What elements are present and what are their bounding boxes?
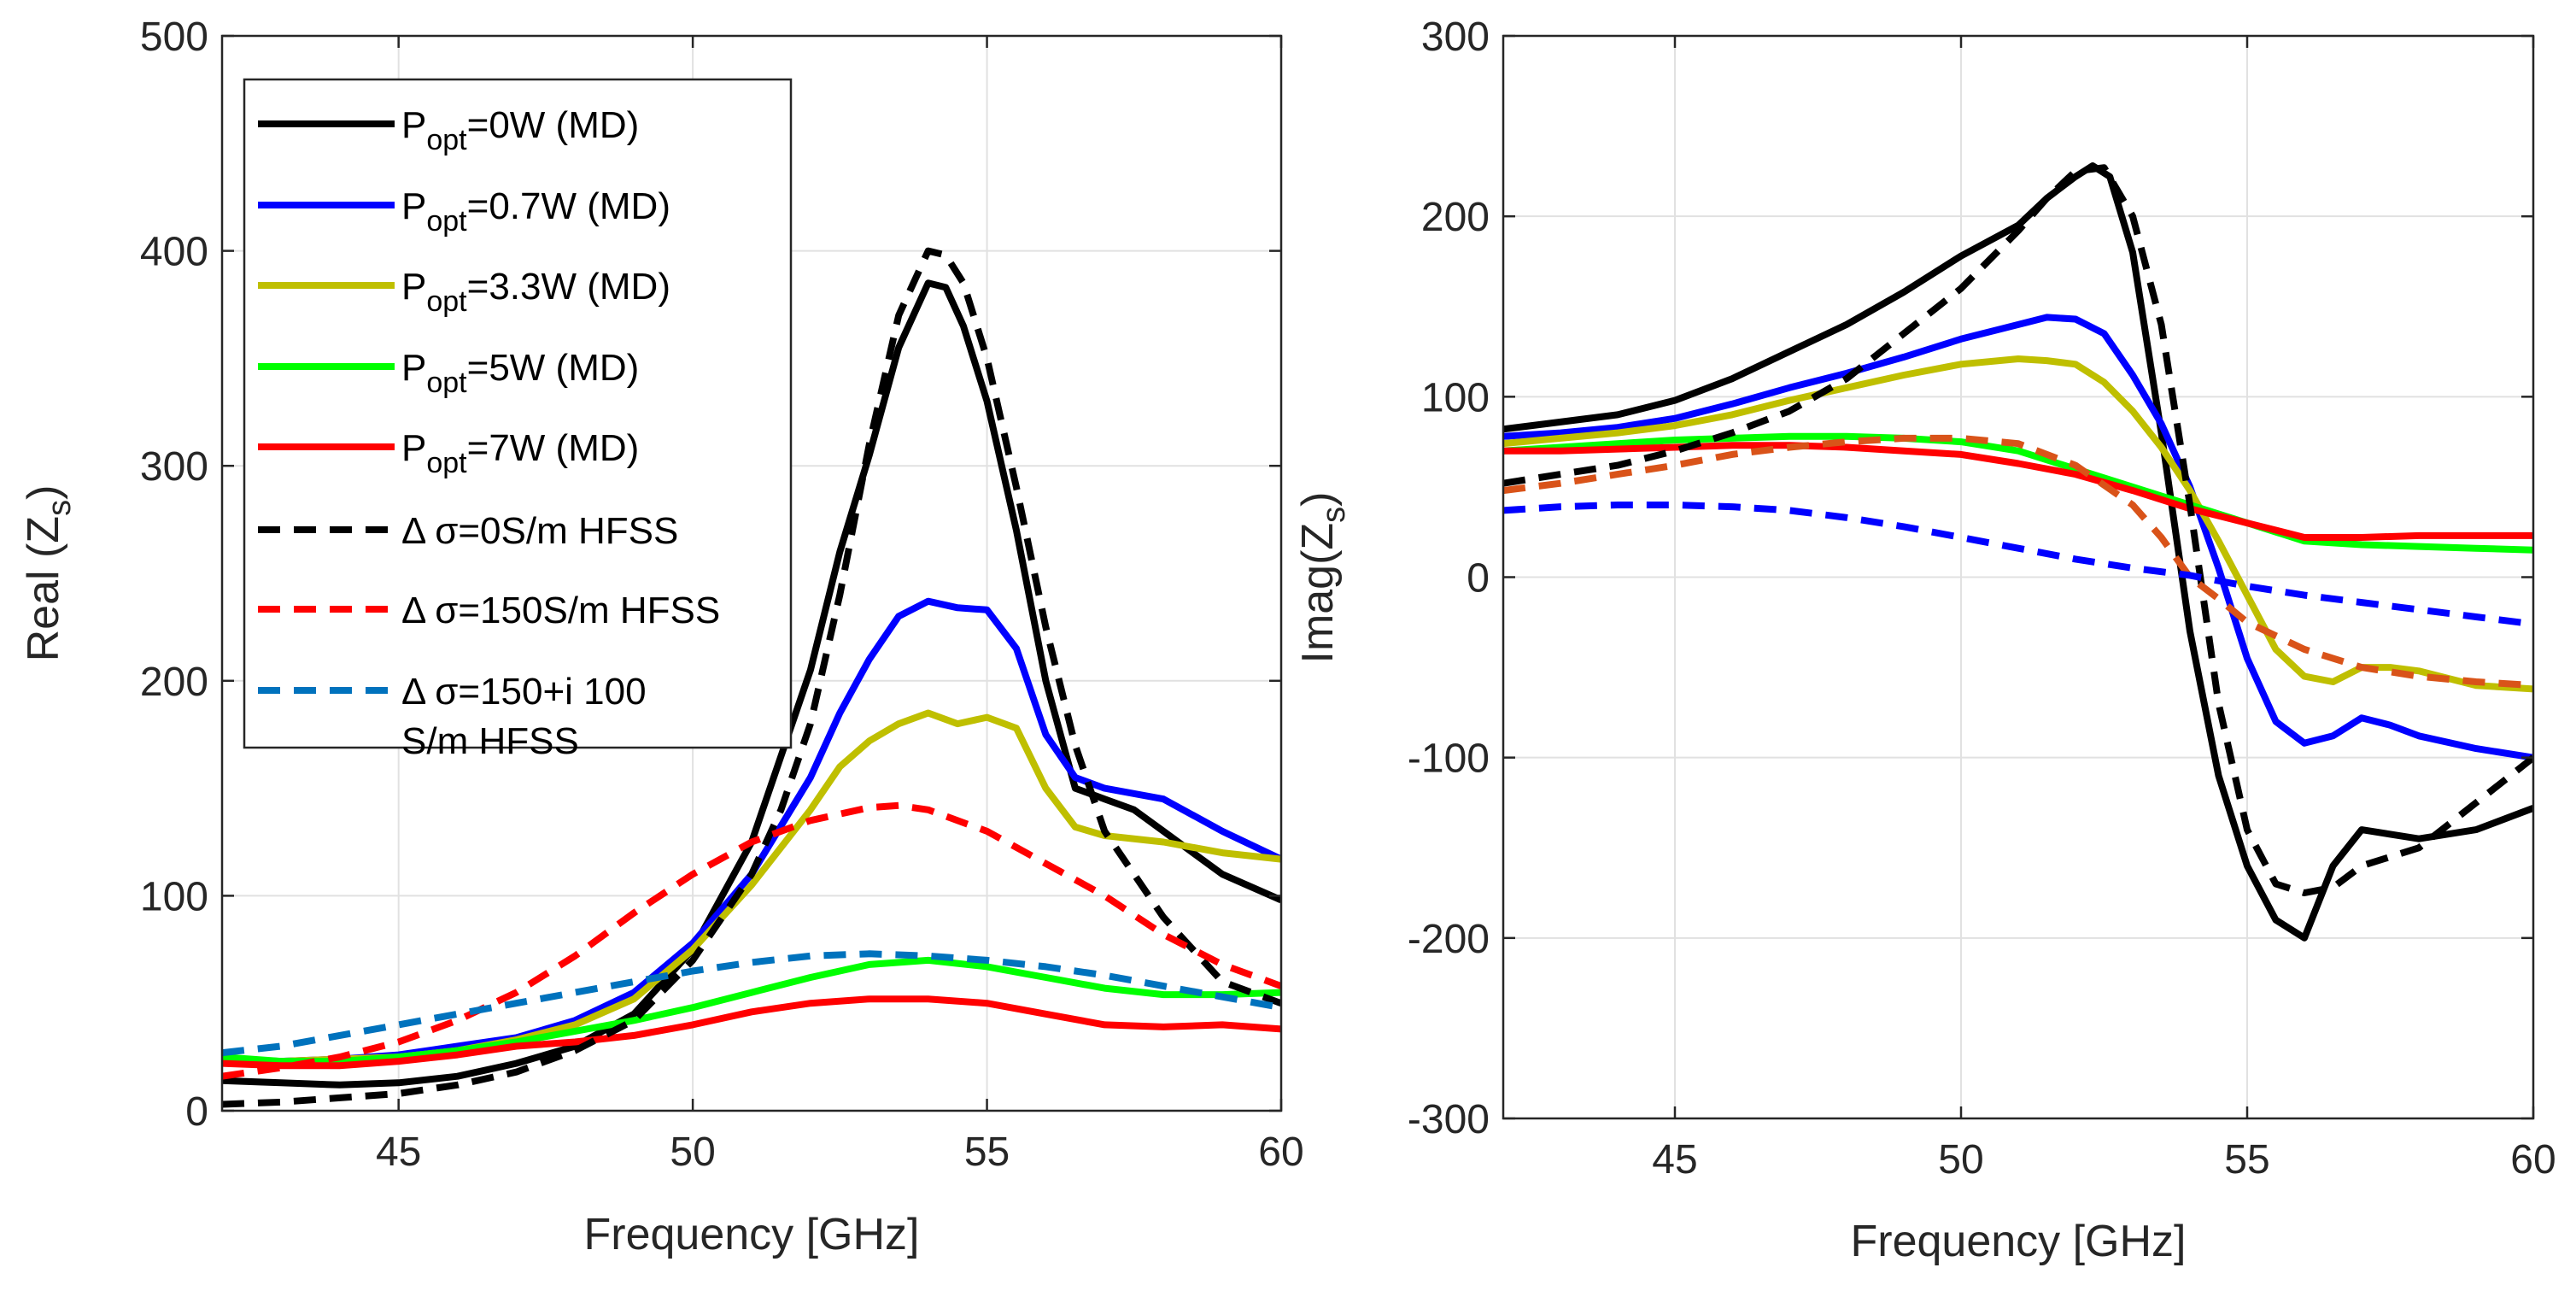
- x-tick-label: 50: [1938, 1137, 1983, 1183]
- y-tick-label: 0: [1467, 556, 1490, 602]
- y-axis-label: Imag(Zs): [1293, 491, 1352, 663]
- axes-box: [220, 34, 1283, 1112]
- series-line-3: [222, 956, 1281, 1065]
- series-line-5: [222, 247, 1281, 1108]
- legend-label-3: Popt=5W (MD): [401, 347, 639, 399]
- legend: Popt=0W (MD) Popt=0.7W (MD) Popt=3.3W (MD)…: [243, 78, 793, 762]
- legend-label-1: Popt=0.7W (MD): [401, 185, 670, 238]
- legend-label-5: Δ σ=0S/m HFSS: [401, 510, 678, 552]
- series-line-7: [1503, 502, 2533, 628]
- real-zs-chart: 45 50 55 60 0 100 200 300 400 500 Frequency [GHz] R…: [19, 15, 1304, 1259]
- x-tick-label: 60: [1258, 1130, 1303, 1175]
- series-line-4: [222, 995, 1281, 1070]
- x-tick-label: 50: [670, 1130, 715, 1175]
- y-tick-label: 300: [1421, 15, 1490, 60]
- series-line-3: [1503, 432, 2533, 554]
- x-tick-label: 45: [376, 1130, 421, 1175]
- legend-box: [243, 78, 793, 749]
- y-tick-label: 100: [140, 874, 208, 919]
- series-line-6: [1503, 434, 2533, 690]
- series-line-0: [222, 279, 1281, 1089]
- x-axis-label: Frequency [GHz]: [583, 1210, 919, 1259]
- y-tick-label: 200: [1421, 195, 1490, 240]
- legend-label-0: Popt=0W (MD): [401, 104, 639, 156]
- series-line-5: [1503, 164, 2533, 896]
- x-tick-label: 60: [2510, 1137, 2556, 1183]
- series-line-1: [1503, 314, 2533, 761]
- y-tick-label: 100: [1421, 375, 1490, 420]
- y-tick-label: 200: [140, 660, 208, 705]
- y-tick-label: 500: [140, 15, 208, 60]
- series-line-1: [222, 597, 1281, 1065]
- y-tick-label: -100: [1408, 737, 1490, 782]
- y-axis-label: Real (Zs): [19, 485, 78, 662]
- legend-label-6: Δ σ=150S/m HFSS: [401, 590, 720, 631]
- series-group: [222, 247, 1281, 1108]
- series-line-2: [1503, 355, 2533, 693]
- series-group: [1503, 162, 2533, 942]
- y-tick-label: 0: [185, 1089, 208, 1135]
- x-tick-label: 55: [2224, 1137, 2269, 1183]
- y-tick-label: -300: [1408, 1097, 1490, 1142]
- y-tick-label: 300: [140, 444, 208, 490]
- y-tick-label: -200: [1408, 917, 1490, 962]
- legend-label-7: Δ σ=150+i 100: [401, 671, 647, 713]
- legend-label-2: Popt=3.3W (MD): [401, 266, 670, 318]
- x-tick-label: 55: [964, 1130, 1010, 1175]
- legend-label-4: Popt=7W (MD): [401, 427, 639, 479]
- series-line-6: [222, 801, 1281, 1080]
- imag-zs-chart: 45 50 55 60 -300 -200 -100 0 100 200 300 Frequency …: [1293, 15, 2556, 1266]
- x-axis-label: Frequency [GHz]: [1850, 1217, 2186, 1266]
- series-line-4: [1503, 442, 2533, 541]
- y-tick-label: 400: [140, 230, 208, 275]
- legend-label-7-line2: S/m HFSS: [401, 720, 579, 762]
- x-tick-label: 45: [1652, 1137, 1697, 1183]
